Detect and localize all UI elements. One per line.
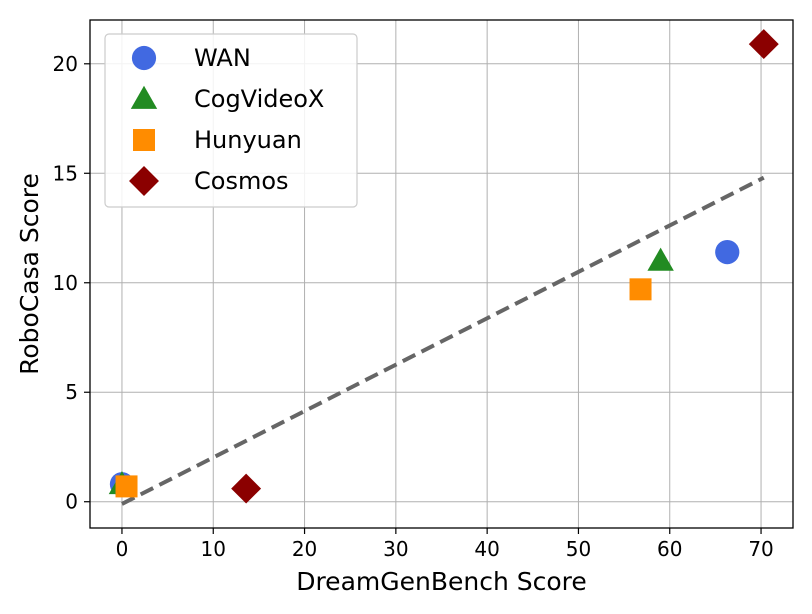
y-tick-label: 5 [65,380,78,404]
legend-wan-label: WAN [194,44,251,72]
legend-hunyuan-label: Hunyuan [194,126,302,154]
x-tick-label: 20 [292,537,317,561]
wan-point [715,240,740,265]
legend-wan-marker [131,45,157,71]
y-tick-label: 20 [53,52,78,76]
trendline [121,175,765,506]
cosmos-point [748,29,779,60]
x-tick-label: 60 [657,537,682,561]
legend-cogvideox-label: CogVideoX [194,85,324,113]
cosmos-point [231,473,262,504]
y-axis-ticks: 0 5 10 15 20 [53,52,90,514]
plot-frame [89,19,794,529]
legend-cosmos-marker [129,166,159,196]
y-tick-label: 10 [53,271,78,295]
y-tick-label: 0 [65,490,78,514]
y-axis-label: RoboCasa Score [15,173,44,375]
x-tick-label: 50 [566,537,591,561]
y-tick-label: 15 [53,161,78,185]
legend-cosmos-label: Cosmos [194,167,289,195]
x-tick-label: 30 [383,537,408,561]
legend-hunyuan-marker [133,129,155,151]
hunyuan-point [115,475,138,498]
cogvideox-point [647,247,674,271]
x-axis-label: DreamGenBench Score [296,567,587,596]
x-axis-ticks: 0 10 20 30 40 50 60 70 [116,528,774,561]
legend-box [104,33,358,208]
x-tick-label: 70 [748,537,773,561]
hunyuan-point [629,278,652,301]
legend: WAN CogVideoX Hunyuan Cosmos [104,33,358,208]
legend-cogvideox-marker [130,85,158,109]
x-tick-label: 0 [116,537,129,561]
x-tick-label: 10 [201,537,226,561]
data-points [108,29,779,504]
x-tick-label: 40 [474,537,499,561]
